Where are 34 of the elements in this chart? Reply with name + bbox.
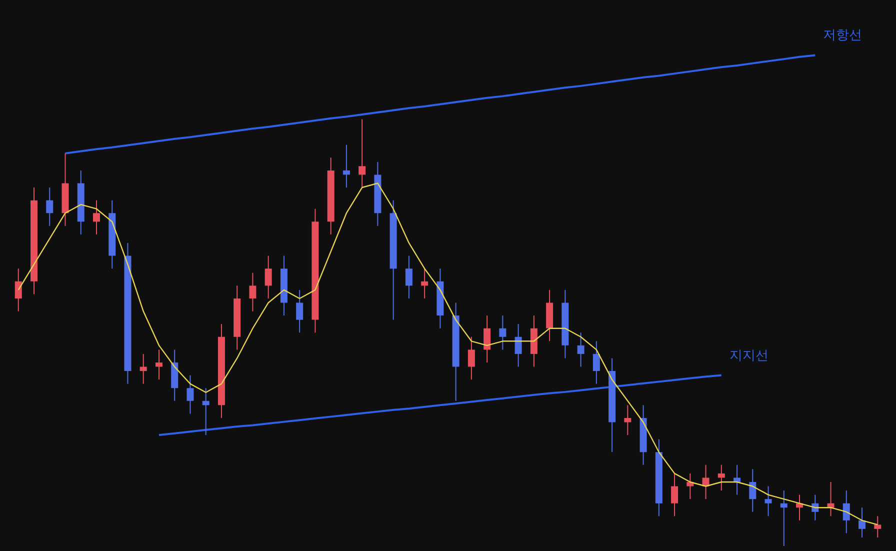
candlestick <box>874 516 882 538</box>
candlestick <box>484 315 491 363</box>
candlestick <box>499 315 506 350</box>
candlestick <box>342 144 350 188</box>
candlestick <box>264 255 272 299</box>
candlestick <box>734 464 741 496</box>
series-label: 지지선 <box>729 348 768 364</box>
candlestick <box>405 255 412 299</box>
candlestick <box>155 349 162 380</box>
candlestick <box>624 404 632 436</box>
candlestick <box>577 332 584 368</box>
candlestick <box>842 490 850 534</box>
candlestick <box>780 490 788 546</box>
candlestick <box>686 472 694 500</box>
candlestick <box>358 118 366 188</box>
candlestick <box>186 374 194 414</box>
candlestick <box>702 464 710 500</box>
candlestick <box>421 268 428 299</box>
candlestick <box>92 200 100 235</box>
candlestick <box>718 464 725 492</box>
candlestick <box>858 507 866 538</box>
candlestick <box>514 324 522 368</box>
candlestick <box>764 486 772 517</box>
candlestick <box>671 472 678 517</box>
candlestick <box>202 388 210 436</box>
candlestick <box>296 289 304 334</box>
candlestick <box>468 336 475 380</box>
candlestick <box>749 468 756 512</box>
series-label: 저항선 <box>823 28 862 44</box>
candlestick <box>46 187 54 226</box>
candlestick <box>249 272 256 312</box>
candlestick <box>140 353 147 384</box>
candlestick <box>592 340 600 384</box>
candlestick <box>14 268 22 312</box>
